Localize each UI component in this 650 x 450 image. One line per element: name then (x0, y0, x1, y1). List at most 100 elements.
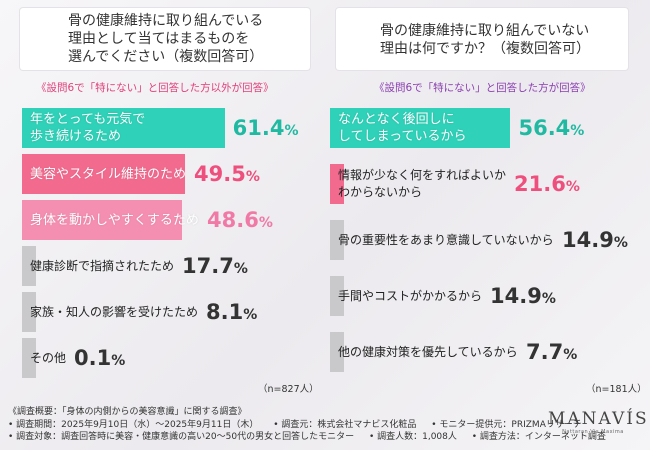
bar-4 (330, 276, 344, 316)
value-percent-sign: % (111, 353, 126, 369)
bar-3 (330, 220, 344, 260)
right-question-line-2: 理由は何ですか？（複数回答可） (380, 41, 590, 57)
bar-4 (22, 246, 36, 286)
value-integer: 14. (562, 228, 600, 252)
survey-overview-title: 《調査概要：「身体の内側からの美容意識」に関する調査》 (8, 407, 247, 417)
survey-source: • 調査元：株式会社マナビス化粧品 (273, 419, 417, 430)
bar-label-line: その他 (30, 351, 67, 365)
bar-label-line: 健康診断で指摘されたため (30, 259, 175, 273)
bar-label-2: 美容やスタイル維持のため (30, 166, 186, 183)
value-decimal: 4 (555, 116, 571, 140)
survey-overview-row-1: • 調査期間：2025年9月10日（水）～2025年9月11日（木） • 調査元… (8, 419, 618, 432)
bar-label-1: 年をとっても元気で 歩き続けるため (30, 111, 145, 145)
value-percent-sign: % (284, 123, 299, 139)
bar-1 (22, 108, 225, 148)
value-decimal: 4 (269, 116, 285, 140)
bar-3 (22, 200, 183, 240)
value-integer: 49. (194, 162, 232, 186)
bar-label-4: 手間やコストがかかるから (338, 288, 482, 305)
survey-target: • 調査対象：調査回答時に美容・健康意識の高い20～50代の男女と回答したモニタ… (8, 432, 355, 442)
bar-label-6: その他 (30, 350, 66, 367)
logo-wordmark: MANAVÍS (548, 409, 649, 429)
survey-period: • 調査期間：2025年9月10日（水）～2025年9月11日（木） (8, 419, 259, 430)
value-decimal: 1 (228, 300, 244, 324)
value-integer: 21. (514, 172, 552, 196)
value-percent-sign: % (258, 215, 273, 231)
value-integer: 56. (518, 116, 556, 140)
value-percent-sign: % (563, 347, 578, 363)
bar-label-line: 年をとっても元気で (30, 112, 146, 127)
value-decimal: 7 (548, 340, 564, 364)
bar-label-5: 他の健康対策を優先しているから (338, 344, 518, 361)
survey-overview: 《調査概要：「身体の内側からの美容意識」に関する調査》 • 調査期間：2025年… (8, 406, 618, 444)
bar-2 (330, 164, 344, 204)
value-decimal: 5 (231, 162, 246, 186)
right-sample-size: （n=181人） (586, 384, 647, 395)
value-percent-sign: % (570, 123, 585, 139)
manavis-logo: MANAVÍS Nattaran Vis Maxima (548, 409, 649, 435)
value-label-4: 14.9% (490, 284, 556, 308)
value-label-2: 49.5% (194, 162, 260, 186)
bar-label-line: 手間やコストがかかるから (338, 289, 483, 303)
value-label-6: 0.1% (74, 346, 125, 370)
value-label-1: 61.4% (233, 116, 299, 140)
value-percent-sign: % (243, 307, 258, 323)
bar-label-line: 美容やスタイル維持のため (30, 167, 187, 182)
bar-2 (22, 154, 186, 194)
bar-label-4: 健康診断で指摘されたため (30, 258, 174, 275)
bar-label-line: 他の健康対策を優先しているから (338, 345, 518, 359)
bar-label-line: わからないから (338, 185, 423, 199)
value-percent-sign: % (565, 179, 580, 195)
value-percent-sign: % (541, 291, 556, 307)
value-label-3: 48.6% (207, 208, 273, 232)
value-decimal: 7 (219, 254, 234, 278)
right-question-box: 骨の健康維持に取り組んでいない 理由は何ですか？（複数回答可） (336, 8, 628, 70)
value-percent-sign: % (613, 235, 628, 251)
value-label-4: 17.7% (182, 254, 248, 278)
bar-label-3: 身体を動かしやすくするため (30, 212, 199, 229)
value-decimal: 6 (551, 172, 566, 196)
survey-method: • 調査方法：インターネット調査 (471, 432, 606, 442)
value-integer: 48. (207, 208, 245, 232)
value-decimal: 1 (96, 346, 112, 370)
value-integer: 14. (490, 284, 528, 308)
value-label-2: 21.6% (514, 172, 580, 196)
left-question-line-3: 選んでください（複数回答可） (68, 49, 264, 65)
value-integer: 8. (206, 300, 229, 324)
value-label-3: 14.9% (562, 228, 628, 252)
value-decimal: 9 (527, 284, 542, 308)
left-question-box: 骨の健康維持に取り組んでいる 理由として当てはまるものを 選んでください（複数回… (20, 8, 310, 70)
right-question-line-1: 骨の健康維持に取り組んでいない (380, 23, 590, 39)
value-label-1: 56.4% (518, 116, 584, 140)
value-integer: 61. (232, 116, 270, 140)
bar-label-line: してしまっているから (338, 129, 467, 144)
bar-label-1: なんとなく後回しに してしまっているから (338, 111, 466, 145)
left-question-line-1: 骨の健康維持に取り組んでいる (68, 13, 264, 29)
bar-label-5: 家族・知人の影響を受けたため (30, 304, 198, 321)
bar-label-line: 身体を動かしやすくするため (30, 213, 199, 228)
value-integer: 0. (74, 346, 97, 370)
value-integer: 17. (182, 254, 220, 278)
bar-label-line: 骨の重要性をあまり意識していないから (338, 233, 554, 247)
survey-monitor-provider: • モニター提供元：PRIZMAリサーチ (431, 419, 582, 430)
left-question-line-2: 理由として当てはまるものを (68, 31, 250, 47)
bar-1 (330, 108, 511, 148)
value-decimal: 6 (244, 208, 259, 232)
left-condition-note: 《設問6で「特にない」と回答した方以外が回答》 (36, 82, 274, 94)
bar-label-line: 歩き続けるため (30, 129, 122, 144)
value-percent-sign: % (245, 169, 260, 185)
bar-6 (22, 338, 36, 378)
bar-label-line: 情報が少なく何をすればよいか (338, 168, 507, 182)
left-sample-size: （n=827人） (258, 384, 319, 395)
bar-label-line: なんとなく後回しに (338, 112, 455, 127)
value-percent-sign: % (233, 261, 248, 277)
survey-overview-row-2: • 調査対象：調査回答時に美容・健康意識の高い20～50代の男女と回答したモニタ… (8, 431, 618, 444)
value-integer: 7. (526, 340, 549, 364)
bar-5 (22, 292, 36, 332)
bar-label-line: 家族・知人の影響を受けたため (30, 305, 199, 319)
bar-label-3: 骨の重要性をあまり意識していないから (338, 232, 554, 249)
value-decimal: 9 (599, 228, 614, 252)
bar-5 (330, 332, 344, 372)
bar-label-2: 情報が少なく何をすればよいか わからないから (338, 167, 506, 201)
